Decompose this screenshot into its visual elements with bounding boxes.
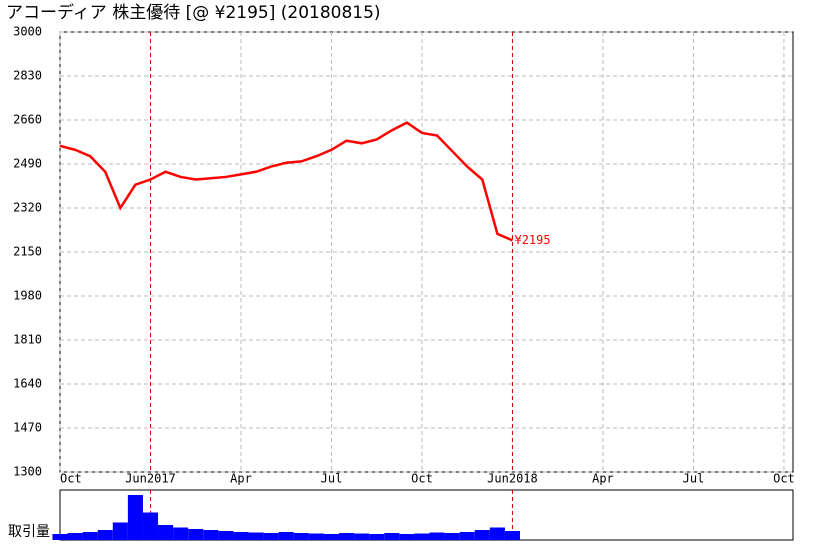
volume-bar — [263, 533, 279, 540]
volume-label: 取引量 — [8, 524, 50, 540]
volume-bar — [127, 495, 143, 540]
volume-bar — [112, 522, 128, 540]
volume-bar — [97, 530, 113, 540]
volume-bar — [354, 533, 370, 540]
x-tick-label: Apr — [230, 472, 252, 486]
y-tick-label: 1300 — [13, 465, 42, 479]
volume-bar — [308, 533, 324, 540]
volume-bar — [339, 533, 355, 540]
y-tick-label: 1980 — [13, 289, 42, 303]
y-tick-label: 2660 — [13, 113, 42, 127]
y-tick-label: 1640 — [13, 377, 42, 391]
volume-bar — [474, 530, 490, 540]
x-tick-label: Oct — [60, 472, 82, 486]
y-tick-label: 2830 — [13, 69, 42, 83]
volume-bar — [188, 529, 204, 540]
volume-bar — [203, 530, 219, 540]
x-tick-label: Jun2017 — [125, 472, 176, 486]
volume-bar — [444, 533, 460, 540]
volume-bar — [67, 533, 83, 540]
x-tick-label: Oct — [773, 472, 795, 486]
volume-bar — [82, 532, 98, 540]
volume-bar — [489, 527, 505, 540]
x-tick-label: Jun2018 — [487, 472, 538, 486]
volume-bar — [429, 532, 445, 540]
y-tick-label: 2490 — [13, 157, 42, 171]
y-tick-label: 3000 — [13, 25, 42, 39]
volume-bar — [399, 534, 415, 540]
volume-bar — [459, 532, 475, 540]
last-price-label: ¥2195 — [514, 233, 550, 247]
x-tick-label: Apr — [592, 472, 614, 486]
y-tick-label: 2320 — [13, 201, 42, 215]
volume-bar — [52, 534, 68, 540]
y-tick-label: 2150 — [13, 245, 42, 259]
x-tick-label: Jul — [321, 472, 343, 486]
y-tick-label: 1470 — [13, 421, 42, 435]
volume-bar — [233, 532, 249, 540]
volume-bar — [278, 532, 294, 540]
volume-bar — [323, 534, 340, 540]
volume-bar — [158, 525, 174, 540]
price-line — [59, 121, 513, 242]
volume-bar — [142, 512, 159, 540]
volume-bar — [504, 531, 521, 540]
y-tick-label: 1810 — [13, 333, 42, 347]
volume-bar — [248, 532, 264, 540]
x-tick-label: Oct — [411, 472, 433, 486]
volume-bar — [369, 534, 385, 540]
volume-bar — [414, 533, 430, 540]
volume-bar — [293, 533, 309, 540]
volume-bar — [218, 531, 234, 540]
x-tick-label: Jul — [683, 472, 705, 486]
volume-bar — [384, 533, 400, 540]
volume-bar — [173, 527, 189, 540]
chart-title: アコーディア 株主優待 [@ ¥2195] (20180815) — [6, 2, 381, 23]
